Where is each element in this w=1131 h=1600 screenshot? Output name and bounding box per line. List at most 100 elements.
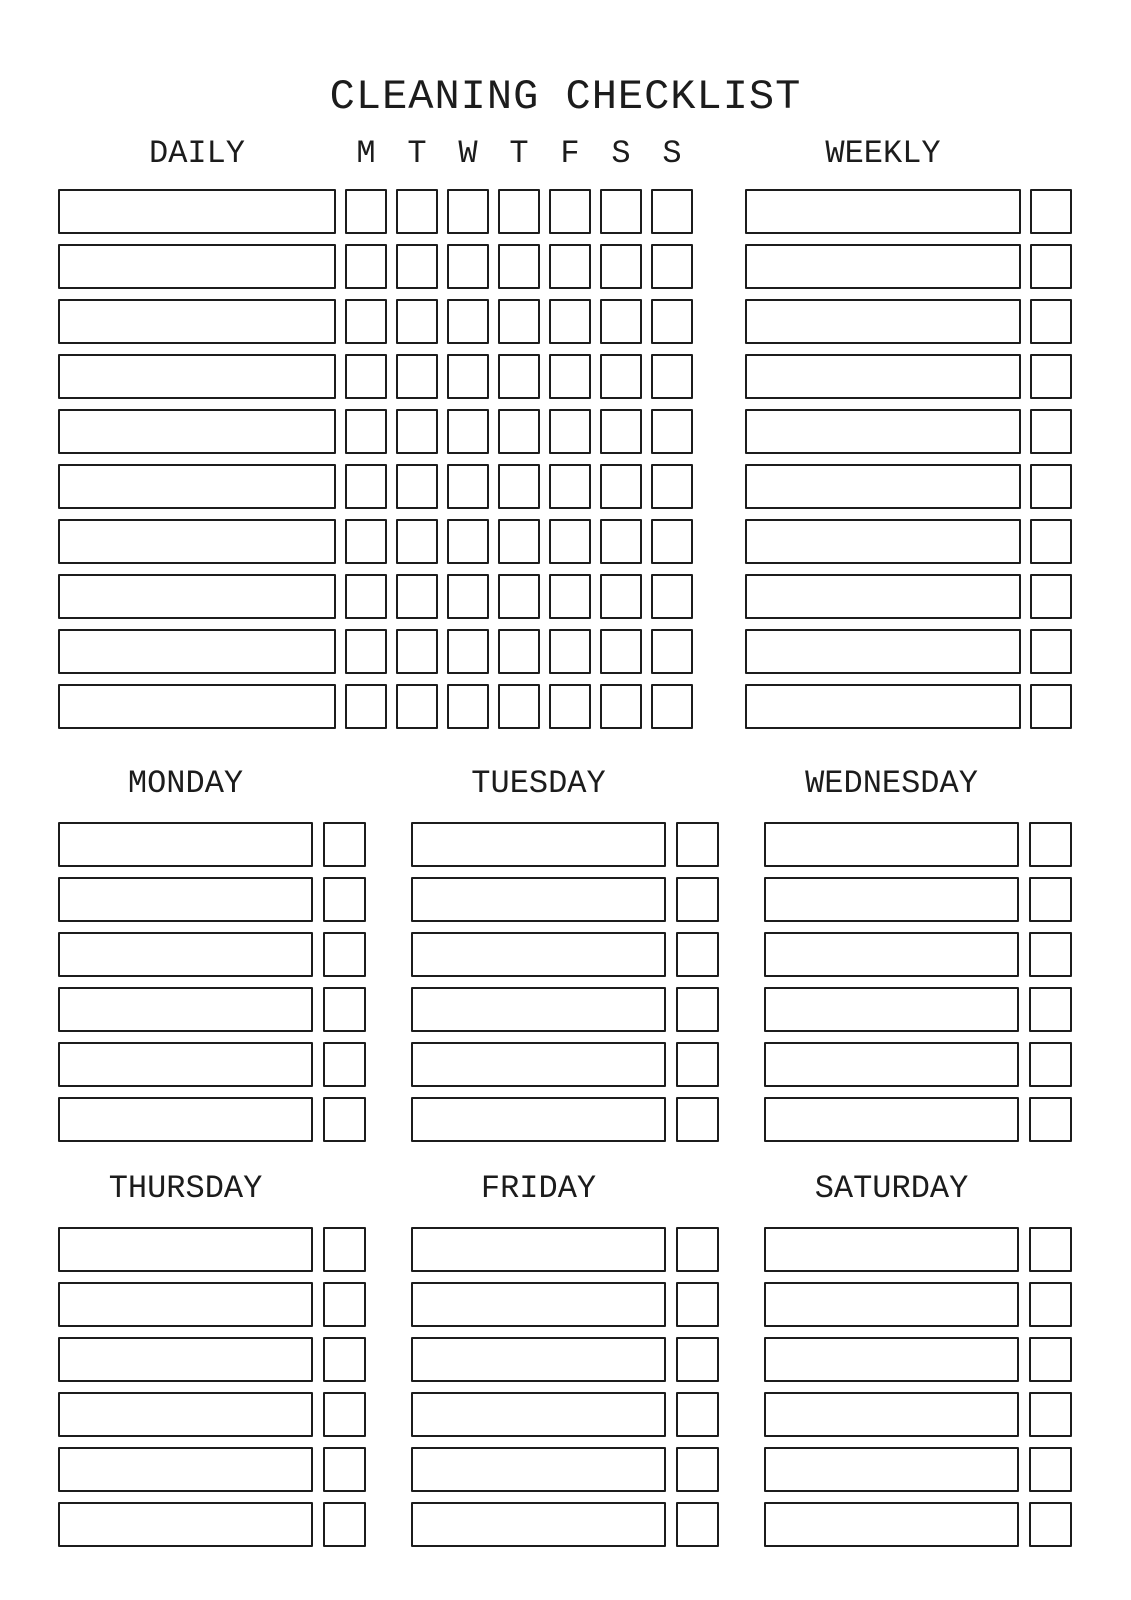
checkbox[interactable] (345, 464, 387, 509)
task-input-box[interactable] (58, 684, 336, 729)
task-input-box[interactable] (764, 822, 1019, 867)
checkbox[interactable] (1030, 684, 1072, 729)
task-input-box[interactable] (745, 464, 1021, 509)
task-input-box[interactable] (764, 1282, 1019, 1327)
task-input-box[interactable] (764, 877, 1019, 922)
checkbox[interactable] (1030, 354, 1072, 399)
task-input-box[interactable] (764, 1227, 1019, 1272)
task-input-box[interactable] (764, 1447, 1019, 1492)
checkbox[interactable] (651, 189, 693, 234)
task-input-box[interactable] (764, 932, 1019, 977)
checkbox[interactable] (549, 464, 591, 509)
checkbox[interactable] (651, 244, 693, 289)
task-input-box[interactable] (764, 1502, 1019, 1547)
task-input-box[interactable] (58, 1097, 313, 1142)
task-input-box[interactable] (411, 1097, 666, 1142)
task-input-box[interactable] (764, 1392, 1019, 1437)
checkbox[interactable] (1029, 987, 1072, 1032)
checkbox[interactable] (1029, 1227, 1072, 1272)
checkbox[interactable] (1029, 1392, 1072, 1437)
task-input-box[interactable] (411, 1337, 666, 1382)
checkbox[interactable] (676, 877, 719, 922)
checkbox[interactable] (396, 409, 438, 454)
checkbox[interactable] (345, 354, 387, 399)
checkbox[interactable] (396, 354, 438, 399)
checkbox[interactable] (447, 684, 489, 729)
checkbox[interactable] (549, 574, 591, 619)
checkbox[interactable] (447, 189, 489, 234)
checkbox[interactable] (676, 1042, 719, 1087)
checkbox[interactable] (396, 244, 438, 289)
checkbox[interactable] (549, 684, 591, 729)
checkbox[interactable] (323, 877, 366, 922)
checkbox[interactable] (396, 574, 438, 619)
task-input-box[interactable] (745, 299, 1021, 344)
task-input-box[interactable] (58, 464, 336, 509)
checkbox[interactable] (345, 519, 387, 564)
task-input-box[interactable] (58, 877, 313, 922)
task-input-box[interactable] (745, 354, 1021, 399)
task-input-box[interactable] (764, 1042, 1019, 1087)
checkbox[interactable] (323, 1447, 366, 1492)
checkbox[interactable] (345, 409, 387, 454)
checkbox[interactable] (600, 409, 642, 454)
checkbox[interactable] (676, 1097, 719, 1142)
checkbox[interactable] (498, 244, 540, 289)
task-input-box[interactable] (745, 519, 1021, 564)
checkbox[interactable] (1029, 1042, 1072, 1087)
checkbox[interactable] (549, 189, 591, 234)
checkbox[interactable] (396, 519, 438, 564)
checkbox[interactable] (498, 409, 540, 454)
checkbox[interactable] (676, 932, 719, 977)
checkbox[interactable] (549, 299, 591, 344)
checkbox[interactable] (323, 1502, 366, 1547)
checkbox[interactable] (447, 354, 489, 399)
checkbox[interactable] (323, 1042, 366, 1087)
task-input-box[interactable] (58, 987, 313, 1032)
checkbox[interactable] (600, 684, 642, 729)
checkbox[interactable] (676, 1337, 719, 1382)
checkbox[interactable] (1029, 1502, 1072, 1547)
task-input-box[interactable] (745, 244, 1021, 289)
checkbox[interactable] (651, 519, 693, 564)
checkbox[interactable] (651, 409, 693, 454)
checkbox[interactable] (396, 684, 438, 729)
checkbox[interactable] (676, 1502, 719, 1547)
checkbox[interactable] (1030, 574, 1072, 619)
checkbox[interactable] (498, 629, 540, 674)
checkbox[interactable] (396, 629, 438, 674)
task-input-box[interactable] (745, 189, 1021, 234)
checkbox[interactable] (651, 354, 693, 399)
task-input-box[interactable] (411, 987, 666, 1032)
checkbox[interactable] (651, 299, 693, 344)
task-input-box[interactable] (58, 1447, 313, 1492)
checkbox[interactable] (1029, 1337, 1072, 1382)
task-input-box[interactable] (58, 189, 336, 234)
task-input-box[interactable] (58, 1042, 313, 1087)
checkbox[interactable] (447, 519, 489, 564)
checkbox[interactable] (676, 1447, 719, 1492)
task-input-box[interactable] (58, 932, 313, 977)
checkbox[interactable] (345, 244, 387, 289)
checkbox[interactable] (447, 299, 489, 344)
checkbox[interactable] (1030, 244, 1072, 289)
task-input-box[interactable] (764, 1097, 1019, 1142)
checkbox[interactable] (1029, 1097, 1072, 1142)
task-input-box[interactable] (58, 629, 336, 674)
task-input-box[interactable] (411, 932, 666, 977)
task-input-box[interactable] (745, 409, 1021, 454)
checkbox[interactable] (600, 464, 642, 509)
checkbox[interactable] (1030, 409, 1072, 454)
checkbox[interactable] (549, 244, 591, 289)
task-input-box[interactable] (411, 877, 666, 922)
checkbox[interactable] (549, 629, 591, 674)
checkbox[interactable] (447, 574, 489, 619)
checkbox[interactable] (651, 574, 693, 619)
task-input-box[interactable] (58, 1282, 313, 1327)
checkbox[interactable] (676, 987, 719, 1032)
task-input-box[interactable] (58, 299, 336, 344)
task-input-box[interactable] (58, 822, 313, 867)
task-input-box[interactable] (58, 244, 336, 289)
checkbox[interactable] (549, 409, 591, 454)
task-input-box[interactable] (58, 409, 336, 454)
